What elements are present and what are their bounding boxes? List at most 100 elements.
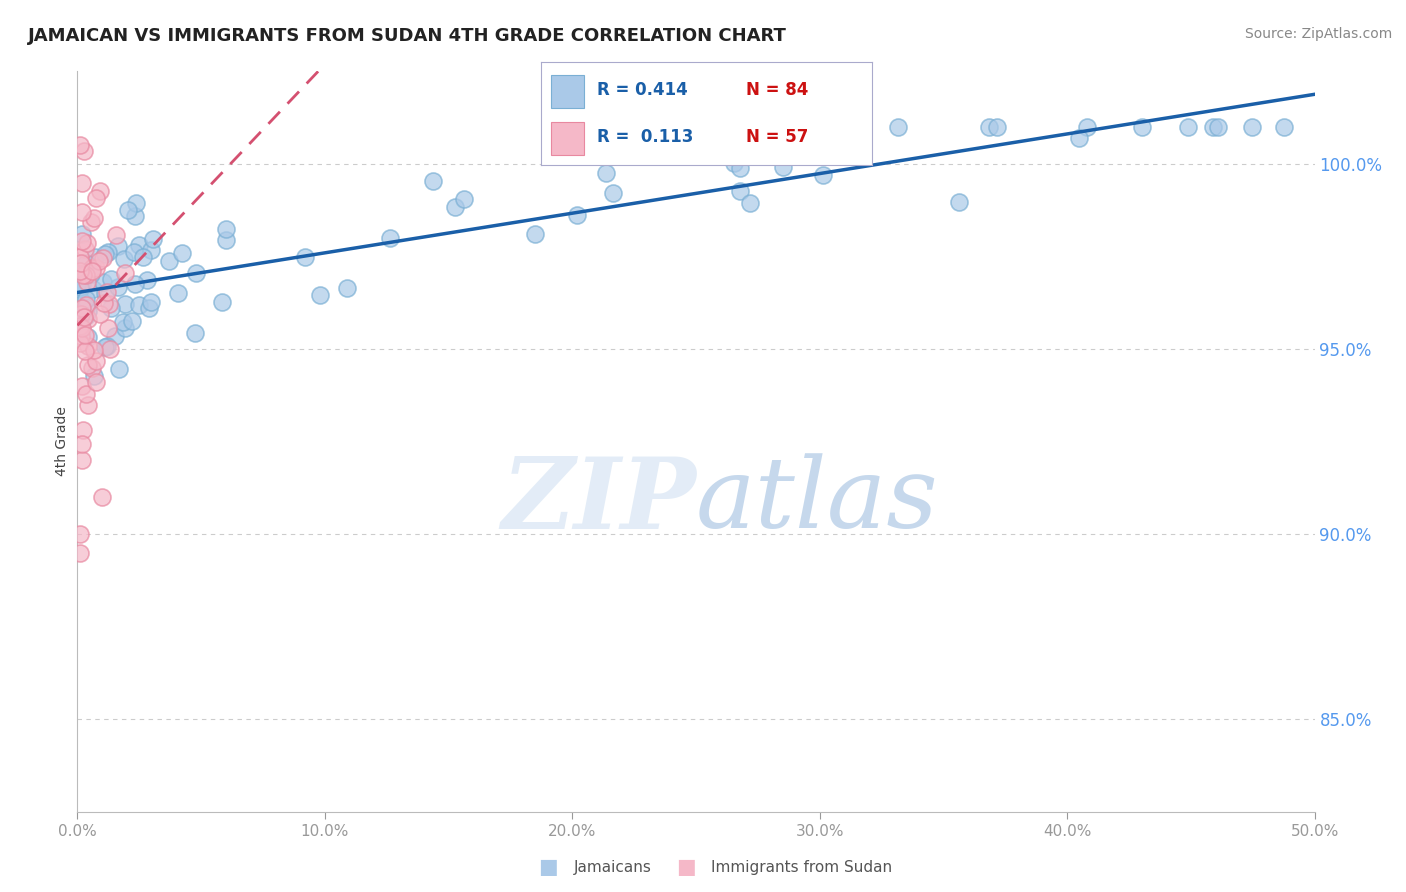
Point [112, 315, 135, 329]
Point [70, 256, 93, 270]
Text: Jamaicans: Jamaicans [574, 860, 651, 874]
Text: JAMAICAN VS IMMIGRANTS FROM SUDAN 4TH GRADE CORRELATION CHART: JAMAICAN VS IMMIGRANTS FROM SUDAN 4TH GR… [28, 27, 787, 45]
Point [75, 343, 97, 358]
Point [98, 296, 121, 310]
Point [93, 296, 115, 310]
Point [1076, 120, 1098, 134]
Point [104, 329, 127, 343]
Text: ■: ■ [538, 857, 558, 877]
Point [76, 275, 98, 289]
Point [69, 336, 91, 351]
Point [124, 195, 146, 210]
Point [215, 222, 238, 236]
Point [69, 264, 91, 278]
Text: R = 0.414: R = 0.414 [598, 81, 688, 99]
Point [114, 320, 136, 334]
Point [91, 251, 114, 265]
Point [80, 360, 103, 375]
Text: ZIP: ZIP [501, 452, 696, 549]
Point [75, 242, 97, 256]
Point [84, 191, 107, 205]
Point [96, 285, 118, 300]
Point [72, 301, 94, 315]
Point [72, 379, 94, 393]
Point [107, 280, 129, 294]
Point [124, 209, 146, 223]
Point [83, 250, 105, 264]
Point [1130, 120, 1153, 134]
Point [142, 232, 165, 246]
Point [70, 204, 93, 219]
Text: R =  0.113: R = 0.113 [598, 128, 693, 146]
Point [75, 387, 97, 401]
Point [69, 527, 91, 541]
Point [75, 300, 97, 314]
Point [114, 266, 136, 280]
Point [76, 330, 98, 344]
Text: Source: ZipAtlas.com: Source: ZipAtlas.com [1244, 27, 1392, 41]
Point [948, 194, 970, 209]
Point [86, 354, 108, 368]
Point [170, 246, 193, 260]
Point [1067, 131, 1090, 145]
Text: N = 84: N = 84 [747, 81, 808, 99]
Point [69, 318, 91, 333]
Point [82, 282, 104, 296]
Point [89, 253, 111, 268]
Point [602, 186, 624, 201]
Point [91, 490, 114, 504]
Text: ■: ■ [676, 857, 696, 877]
Point [72, 424, 94, 438]
Point [979, 120, 1001, 134]
Point [77, 339, 100, 353]
Point [728, 161, 751, 175]
Point [94, 286, 117, 301]
Point [77, 358, 100, 372]
Point [986, 120, 1008, 134]
Point [96, 339, 118, 353]
Point [595, 166, 617, 180]
Point [93, 340, 115, 354]
Text: atlas: atlas [696, 453, 939, 549]
Point [77, 397, 100, 411]
Point [738, 196, 761, 211]
Point [100, 272, 122, 286]
Text: N = 57: N = 57 [747, 128, 808, 146]
Point [114, 296, 136, 310]
Point [84, 375, 107, 389]
Point [72, 144, 94, 158]
Point [294, 250, 316, 264]
Point [80, 261, 103, 276]
Point [79, 267, 101, 281]
Point [1202, 120, 1225, 134]
Point [70, 307, 93, 321]
Point [100, 301, 122, 316]
Point [69, 280, 91, 294]
Point [94, 247, 117, 261]
Point [83, 368, 105, 383]
Point [69, 320, 91, 334]
Point [107, 239, 129, 253]
Point [308, 288, 330, 302]
Point [83, 211, 105, 225]
Point [728, 184, 751, 198]
Point [69, 138, 91, 153]
Point [772, 161, 794, 175]
Point [122, 244, 145, 259]
Point [73, 327, 96, 342]
Point [104, 228, 127, 243]
Point [69, 282, 91, 296]
Bar [551, 75, 585, 108]
Point [453, 192, 475, 206]
Point [72, 277, 94, 292]
Point [1241, 120, 1264, 134]
Point [723, 155, 745, 169]
Point [138, 301, 160, 316]
Point [70, 329, 93, 343]
Point [131, 250, 153, 264]
Point [75, 298, 97, 312]
Text: Immigrants from Sudan: Immigrants from Sudan [711, 860, 893, 874]
Point [83, 343, 105, 358]
Point [422, 174, 444, 188]
Point [818, 120, 841, 134]
